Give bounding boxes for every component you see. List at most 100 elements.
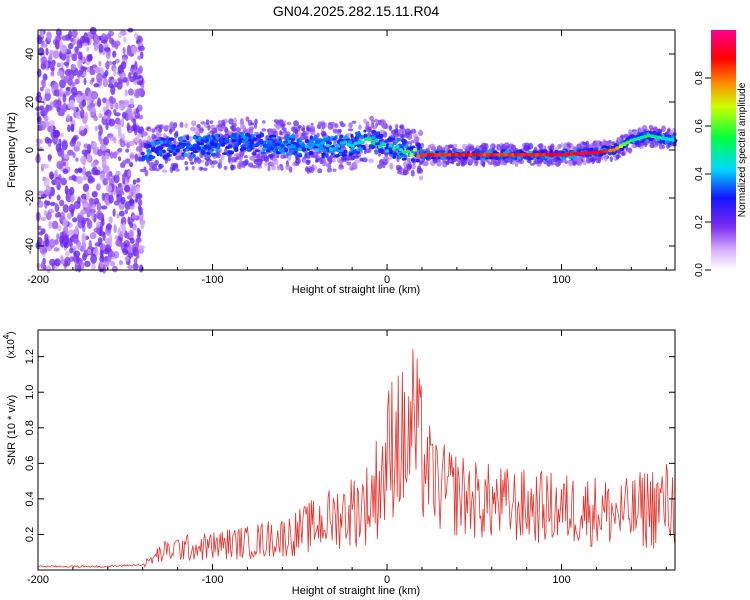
spectrogram-halo-cell — [251, 165, 258, 169]
spectrogram-band-cell — [308, 150, 314, 156]
spectrogram-noise-cell — [49, 201, 56, 206]
spectrogram-halo-cell — [141, 130, 147, 137]
spectrogram-noise-cell — [84, 260, 91, 268]
spectrogram-noise-cell — [41, 56, 47, 65]
spectrogram-noise-cell — [89, 68, 96, 76]
spectrogram-band-cell — [379, 148, 384, 154]
spectrogram-halo-cell — [271, 165, 277, 171]
spectrogram-noise-cell — [42, 97, 46, 106]
colorbar-ticks: 0.0 0.2 0.4 0.6 0.8 — [694, 71, 711, 277]
spectrogram-halo-cell — [410, 128, 417, 134]
snr-series-line — [37, 348, 676, 568]
x-tick-label: -200 — [27, 574, 49, 586]
spectrogram-noise-cell — [129, 154, 137, 159]
spectrogram-noise-cell — [126, 195, 132, 200]
spectrogram-halo-cell — [209, 160, 214, 165]
spectrogram-noise-cell — [49, 258, 56, 266]
spectrogram-halo-cell — [158, 163, 164, 169]
spectrogram-noise-cell — [78, 168, 83, 174]
spectrogram-ridge-point — [343, 140, 348, 144]
spectrogram-noise-cell — [133, 258, 138, 265]
spectrogram-halo-cell — [267, 164, 271, 172]
spectrogram-noise-cell — [101, 158, 107, 167]
spectrogram-ridge-point — [252, 143, 257, 148]
spectrogram-ridge-point — [175, 148, 180, 152]
spectrogram-noise-cell — [131, 123, 138, 132]
spectrogram-noise-cell — [118, 156, 122, 162]
spectrogram-halo-cell — [406, 165, 412, 171]
spectrogram-noise-cell — [134, 136, 140, 143]
spectrogram-halo-cell — [499, 144, 506, 150]
spectrogram-noise-cell — [93, 83, 100, 88]
spectrogram-band-cell — [324, 136, 330, 141]
spectrogram-noise-cell — [120, 61, 127, 70]
spectrogram-halo-cell — [534, 158, 539, 164]
spectrogram-band-cell — [140, 156, 146, 162]
spectrogram-ridge-point — [552, 153, 557, 157]
spectrogram-noise-cell — [73, 250, 81, 258]
spectrogram-noise-cell — [107, 83, 114, 88]
spectrogram-halo-cell — [394, 124, 399, 129]
spectrogram-noise-cell — [92, 141, 97, 149]
spectrogram-band-cell — [240, 146, 247, 151]
spectrogram-halo-cell — [418, 129, 424, 137]
spectrogram-band-cell — [415, 142, 422, 148]
spectrogram-ridge-point — [405, 149, 411, 154]
spectrogram-noise-cell — [132, 179, 137, 185]
spectrogram-ridge-point — [489, 153, 494, 157]
spectrogram-halo-cell — [191, 120, 197, 127]
spectrogram-halo-cell — [388, 125, 393, 131]
spectrogram-ridge-point — [231, 138, 236, 143]
spectrogram-noise-cell — [41, 163, 49, 169]
colorbar-tick-label: 0.0 — [694, 263, 705, 277]
spectrogram-noise-cell — [112, 208, 116, 217]
spectrogram-halo-cell — [609, 156, 613, 163]
spectrogram-band-cell — [200, 150, 206, 155]
spectrogram-noise-cell — [80, 155, 87, 165]
spectrogram-noise-cell — [104, 61, 110, 69]
spectrogram-halo-cell — [550, 143, 555, 150]
spectrogram-ridge-point — [444, 153, 449, 157]
spectrogram-noise-cell — [93, 34, 100, 45]
spectrogram-halo-cell — [410, 163, 416, 170]
spectrogram-noise-cell — [60, 177, 67, 186]
spectrogram-halo-cell — [597, 157, 601, 164]
spectrogram-band-cell — [474, 149, 481, 154]
spectrogram-halo-cell — [158, 128, 163, 133]
spectrogram-halo-cell — [568, 160, 574, 167]
spectrogram-noise-cell — [106, 223, 112, 231]
spectrogram-noise-cell — [97, 213, 103, 221]
spectrogram-noise-cell — [40, 194, 47, 199]
spectrogram-noise-cell — [48, 120, 56, 127]
spectrogram-noise-cell — [91, 262, 96, 271]
spectrogram-ridge-point — [171, 144, 177, 148]
spectrogram-ridge-point — [203, 146, 208, 150]
spectrogram-noise-cell — [140, 221, 145, 229]
spectrogram-noise-cell — [136, 178, 141, 183]
spectrogram-halo-cell — [276, 164, 281, 171]
spectrogram-noise-cell — [86, 46, 90, 52]
spectrogram-noise-cell — [137, 205, 142, 212]
spectrogram-band-cell — [309, 135, 314, 141]
spectrogram-ridge-point — [639, 135, 644, 140]
spectrogram-band-cell — [341, 153, 347, 157]
spectrogram-ridge-point — [283, 140, 288, 144]
spectrogram-ridge-point — [531, 153, 536, 157]
spectrogram-halo-cell — [557, 159, 562, 166]
spectrogram-ridge-point — [322, 148, 327, 152]
spectrogram-ridge-point — [329, 147, 334, 151]
figure-title: GN04.2025.282.15.11.R04 — [273, 3, 440, 19]
spectrogram-noise-cell — [73, 202, 79, 210]
spectrogram-halo-cell — [196, 123, 201, 129]
spectrogram-ridge-point — [622, 142, 627, 146]
spectrogram-halo-cell — [401, 132, 405, 140]
spectrogram-halo-cell — [644, 141, 648, 148]
spectrogram-halo-cell — [480, 142, 487, 150]
spectrogram-band-cell — [371, 135, 376, 140]
spectrogram-band-cell — [276, 140, 282, 144]
spectrogram-band-cell — [536, 156, 541, 160]
spectrogram-halo-cell — [211, 160, 218, 165]
spectrogram-noise-cell — [68, 30, 73, 40]
spectrogram-band-cell — [594, 147, 599, 151]
spectrogram-band-cell — [334, 154, 340, 158]
